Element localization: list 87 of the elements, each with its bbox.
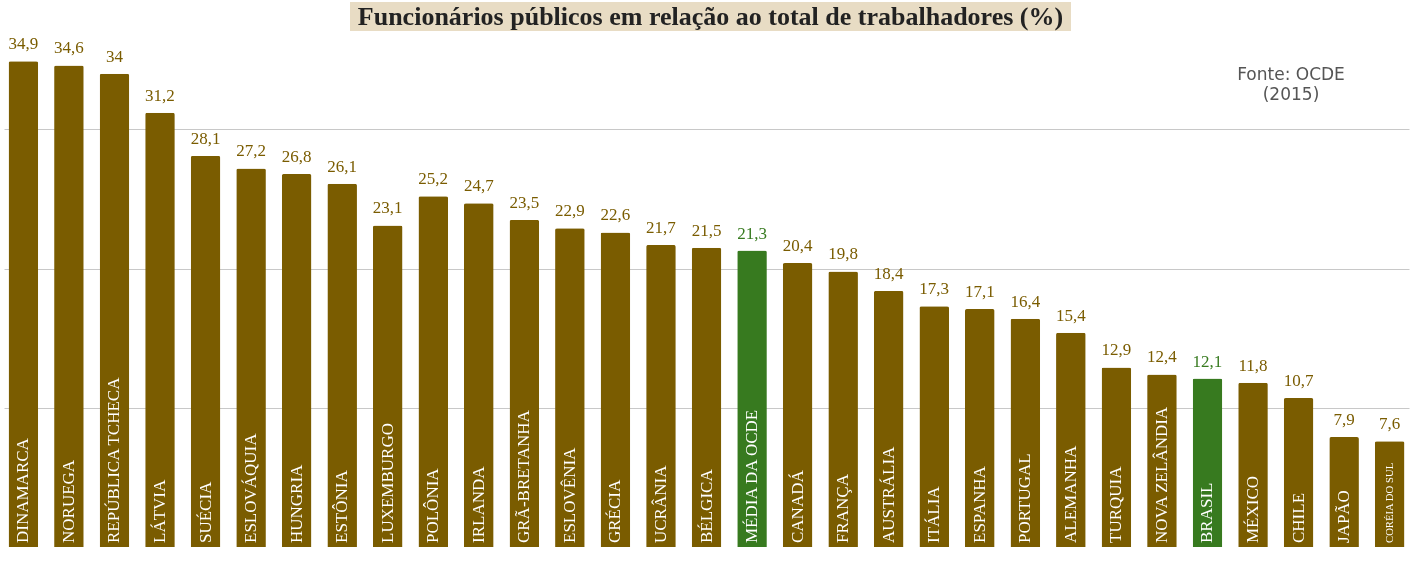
bar [145, 112, 175, 547]
bar [99, 73, 130, 547]
data-label: 31,2 [145, 85, 175, 105]
bar [8, 61, 39, 547]
x-tick-label: NOVA ZELÂNDIA [1151, 406, 1171, 543]
data-label: 27,2 [236, 141, 266, 161]
bar [1010, 318, 1041, 547]
bar [964, 308, 995, 547]
bar [418, 196, 449, 547]
data-label: 7,9 [1333, 410, 1355, 430]
data-label: 7,6 [1379, 414, 1401, 434]
data-label: 17,1 [964, 281, 995, 301]
x-tick-label: CHILE [1288, 492, 1308, 543]
x-tick-label: LUXEMBURGO [377, 423, 397, 543]
x-tick-label: BÉLGICA [696, 468, 716, 543]
x-tick-label: ITÁLIA [924, 485, 944, 543]
data-label: 26,8 [281, 146, 312, 166]
x-tick-label: FRANÇA [833, 473, 853, 543]
bar [600, 232, 631, 547]
annotation: Fonte: OCDE (2015) [1236, 64, 1346, 104]
data-label: 34,6 [54, 38, 84, 58]
bar [1283, 398, 1314, 547]
data-label: 17,3 [919, 279, 950, 299]
data-label: 34,9 [8, 34, 39, 54]
x-tick-label: ESPANHA [969, 465, 989, 543]
bar [509, 219, 540, 547]
x-tick-label: TURQUIA [1106, 465, 1126, 543]
x-tick-label: GRÉCIA [605, 479, 625, 543]
bar [281, 173, 312, 547]
x-tick-label: ESLOVÊNIA [559, 446, 579, 543]
data-label: 23,5 [509, 192, 540, 212]
x-tick-label: IRLANDA [468, 465, 488, 543]
bar [54, 65, 84, 547]
data-label: 21,3 [737, 223, 767, 243]
x-tick-label: HUNGRIA [286, 463, 306, 543]
x-tick-label: GRÃ-BRETANHA [514, 409, 534, 543]
data-label: 15,4 [1055, 305, 1087, 325]
x-tick-label: SUÉCIA [195, 480, 215, 543]
data-label: 10,7 [1283, 371, 1314, 391]
data-label: 20,4 [782, 236, 813, 256]
data-label: 12,1 [1192, 351, 1223, 371]
x-tick-label: ESLOVÁQUIA [241, 432, 261, 543]
bar [919, 306, 950, 547]
x-tick-label: UCRÂNIA [650, 464, 670, 543]
data-label: 18,4 [873, 263, 905, 283]
x-tick-label: REPÚBLICA TCHECA [104, 376, 124, 543]
data-label: 24,7 [463, 176, 495, 196]
x-tick-label: ESTÔNIA [332, 469, 352, 543]
data-label: 22,9 [555, 201, 585, 221]
x-tick-label: DINAMARCA [13, 437, 33, 543]
data-label: 16,4 [1010, 291, 1041, 311]
data-label: 28,1 [190, 128, 221, 148]
x-tick-label: CORÉIA DO SUL [1382, 462, 1395, 543]
x-tick-label: PORTUGAL [1015, 453, 1035, 543]
bar [1101, 367, 1132, 547]
x-tick-label: MÉDIA DA OCDE [742, 409, 762, 543]
chart-title: Funcionários públicos em relação ao total de trabalhadores (%) [349, 2, 1072, 31]
data-label: 19,8 [828, 244, 858, 264]
bar [190, 155, 221, 547]
data-label: 11,8 [1238, 355, 1268, 375]
data-label: 21,7 [646, 217, 677, 237]
data-label: 21,5 [691, 220, 722, 240]
x-tick-label: MÉXICO [1243, 475, 1263, 543]
bar [873, 290, 904, 547]
data-label: 22,6 [600, 205, 631, 225]
data-label: 26,1 [327, 156, 358, 176]
data-label: 34 [105, 46, 124, 66]
bar [646, 244, 676, 547]
x-tick-label: LÁTVIA [149, 479, 169, 543]
bar [782, 263, 813, 547]
data-label: 12,4 [1147, 347, 1178, 367]
x-tick-label: CANADÁ [787, 469, 807, 543]
bar [1192, 378, 1223, 547]
x-tick-label: NORUEGA [58, 459, 78, 543]
x-tick-label: AUSTRÁLIA [878, 445, 898, 543]
bar [691, 247, 722, 547]
bar [463, 203, 494, 547]
x-tick-label: ALEMANHA [1060, 445, 1080, 543]
bar [327, 183, 357, 547]
data-label: 23,1 [372, 198, 403, 218]
data-label: 12,9 [1101, 340, 1132, 360]
bar [828, 271, 858, 547]
data-label: 25,2 [418, 169, 449, 189]
bar [372, 225, 403, 547]
x-tick-label: JAPÃO [1334, 490, 1354, 543]
x-tick-label: BRASIL [1197, 482, 1217, 543]
x-tick-label: POLÔNIA [423, 467, 443, 543]
